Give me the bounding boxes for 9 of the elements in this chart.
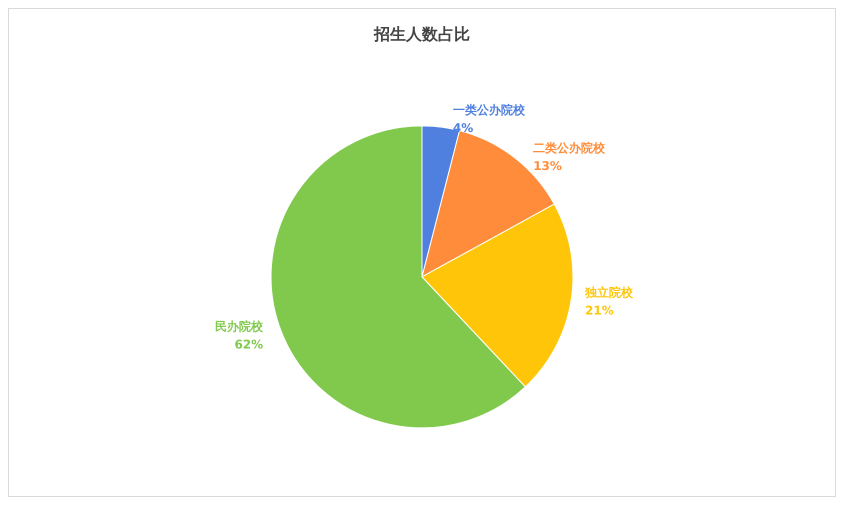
data-label: 62%	[234, 337, 264, 352]
slice-label: 二类公办院校	[533, 141, 606, 156]
slice-label: 一类公办院校	[452, 103, 526, 118]
data-label: 13%	[533, 159, 562, 174]
data-label: 21%	[585, 304, 614, 318]
slice-label: 独立院校	[584, 286, 634, 300]
slice-label: 民办院校	[215, 319, 264, 334]
data-label: 4%	[452, 121, 474, 136]
chart-title: 招生人数占比	[373, 24, 470, 44]
